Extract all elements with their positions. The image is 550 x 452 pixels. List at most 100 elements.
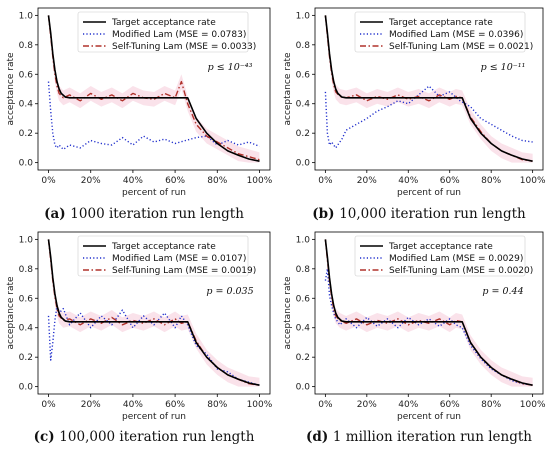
- y-axis-label: acceptance rate: [283, 52, 293, 126]
- legend-box: [77, 235, 249, 277]
- noise-band: [325, 239, 533, 387]
- legend: Target acceptance rate Modified Lam (MSE …: [77, 235, 256, 277]
- caption-letter: (b): [312, 206, 339, 222]
- x-tick-label: 40%: [123, 176, 143, 186]
- series-line-solid: [324, 239, 533, 386]
- series-line-dashed: [47, 239, 260, 386]
- y-tick-label: 0.4: [296, 100, 311, 110]
- y-tick-label: 1.0: [19, 235, 34, 245]
- x-tick-label: 0%: [318, 400, 333, 410]
- x-tick-label: 0%: [41, 176, 56, 186]
- caption-letter: (c): [34, 429, 60, 445]
- y-tick-label: 0.4: [19, 324, 34, 334]
- y-tick-label: 0.8: [19, 41, 34, 51]
- legend-entry: Target acceptance rate: [111, 242, 216, 252]
- p-value-annotation: p ≤ 10⁻¹¹: [481, 62, 526, 73]
- x-tick-label: 20%: [81, 400, 101, 410]
- y-tick-label: 0.2: [296, 353, 310, 363]
- caption-text: 1 million iteration run length: [333, 429, 532, 445]
- y-tick-label: 0.8: [296, 41, 311, 51]
- x-tick-label: 0%: [41, 400, 56, 410]
- caption-text: 100,000 iteration run length: [59, 429, 254, 445]
- series-line-dotted: [324, 268, 533, 386]
- caption-text: 1000 iteration run length: [70, 206, 244, 222]
- y-tick-label: 1.0: [296, 235, 311, 245]
- y-tick-label: 0.2: [296, 129, 310, 139]
- legend-entry: Modified Lam (MSE = 0.0783): [112, 30, 246, 40]
- noise-band: [48, 15, 260, 163]
- y-tick-label: 0.2: [19, 129, 33, 139]
- x-tick-label: 40%: [398, 176, 418, 186]
- series-line-solid: [47, 239, 260, 386]
- x-tick-label: 100%: [247, 176, 273, 186]
- y-axis-label: acceptance rate: [6, 52, 16, 126]
- x-axis-label: percent of run: [122, 188, 186, 198]
- chart-panel-d: 0.0 0.2 0.4 0.6 0.8 1.0 0% 20% 40% 60% 80% 100% perc…: [283, 231, 546, 445]
- legend-entry: Modified Lam (MSE = 0.0107): [112, 254, 246, 264]
- y-axis-label: acceptance rate: [283, 276, 293, 350]
- x-tick-label: 60%: [165, 400, 185, 410]
- y-tick-label: 0.6: [296, 70, 311, 80]
- x-tick-label: 80%: [481, 176, 501, 186]
- series-line-solid: [324, 15, 533, 162]
- y-tick-label: 0.8: [19, 265, 34, 275]
- p-value-annotation: p = 0.44: [482, 286, 523, 297]
- chart-panel-c: 0.0 0.2 0.4 0.6 0.8 1.0 0% 20% 40% 60% 80% 100% perc…: [6, 231, 273, 445]
- x-tick-label: 80%: [481, 400, 501, 410]
- y-tick-label: 0.6: [19, 294, 34, 304]
- caption-letter: (a): [44, 206, 70, 222]
- chart-panel-b: 0.0 0.2 0.4 0.6 0.8 1.0 0% 20% 40% 60% 80% 100% perc…: [283, 7, 546, 222]
- x-tick-label: 40%: [123, 400, 143, 410]
- y-tick-label: 0.6: [296, 294, 311, 304]
- y-tick-label: 1.0: [296, 11, 311, 21]
- y-tick-label: 0.0: [19, 383, 34, 393]
- x-tick-label: 80%: [207, 176, 227, 186]
- x-tick-label: 100%: [247, 400, 273, 410]
- x-tick-label: 20%: [357, 400, 377, 410]
- y-tick-label: 0.2: [19, 353, 33, 363]
- x-axis-label: percent of run: [397, 188, 461, 198]
- x-tick-label: 100%: [520, 176, 546, 186]
- x-tick-label: 100%: [520, 400, 546, 410]
- panel-caption: (a) 1000 iteration run length: [44, 206, 244, 222]
- legend: Target acceptance rate Modified Lam (MSE …: [354, 11, 533, 53]
- x-tick-label: 0%: [318, 176, 333, 186]
- x-tick-label: 20%: [357, 176, 377, 186]
- y-tick-label: 0.6: [19, 70, 34, 80]
- chart-panel-a: 0.0 0.2 0.4 0.6 0.8 1.0 0% 20% 40% 60% 80% 100% perc…: [6, 7, 273, 222]
- series-line-solid: [47, 15, 260, 162]
- x-tick-label: 20%: [81, 176, 101, 186]
- panel-caption: (b) 10,000 iteration run length: [312, 206, 526, 222]
- x-tick-label: 60%: [440, 176, 460, 186]
- legend-box: [354, 235, 526, 277]
- series-line-dotted: [47, 81, 260, 151]
- legend-entry: Target acceptance rate: [388, 18, 493, 28]
- y-tick-label: 0.8: [296, 265, 311, 275]
- legend-entry: Modified Lam (MSE = 0.0396): [389, 30, 523, 40]
- noise-band: [325, 15, 533, 163]
- x-tick-label: 60%: [440, 400, 460, 410]
- legend-entry: Self-Tuning Lam (MSE = 0.0019): [112, 266, 256, 276]
- legend: Target acceptance rate Modified Lam (MSE …: [354, 235, 533, 277]
- y-tick-label: 0.0: [19, 159, 34, 169]
- legend-entry: Target acceptance rate: [388, 242, 493, 252]
- legend-entry: Self-Tuning Lam (MSE = 0.0033): [112, 42, 256, 52]
- legend: Target acceptance rate Modified Lam (MSE …: [77, 11, 256, 53]
- legend-entry: Modified Lam (MSE = 0.0029): [389, 254, 523, 264]
- x-axis-label: percent of run: [397, 412, 461, 422]
- y-tick-label: 0.4: [296, 324, 311, 334]
- x-tick-label: 40%: [398, 400, 418, 410]
- noise-band: [48, 239, 260, 387]
- y-tick-label: 1.0: [19, 11, 34, 21]
- caption-text: 10,000 iteration run length: [339, 206, 526, 222]
- legend-entry: Target acceptance rate: [111, 18, 216, 28]
- legend-entry: Self-Tuning Lam (MSE = 0.0021): [389, 42, 533, 52]
- x-tick-label: 60%: [165, 176, 185, 186]
- legend-box: [77, 11, 249, 53]
- p-value-annotation: p ≤ 10⁻⁴³: [208, 62, 253, 73]
- panel-caption: (d) 1 million iteration run length: [306, 429, 532, 445]
- legend-box: [354, 11, 526, 53]
- y-tick-label: 0.4: [19, 100, 34, 110]
- x-tick-label: 80%: [207, 400, 227, 410]
- p-value-annotation: p = 0.035: [206, 286, 253, 297]
